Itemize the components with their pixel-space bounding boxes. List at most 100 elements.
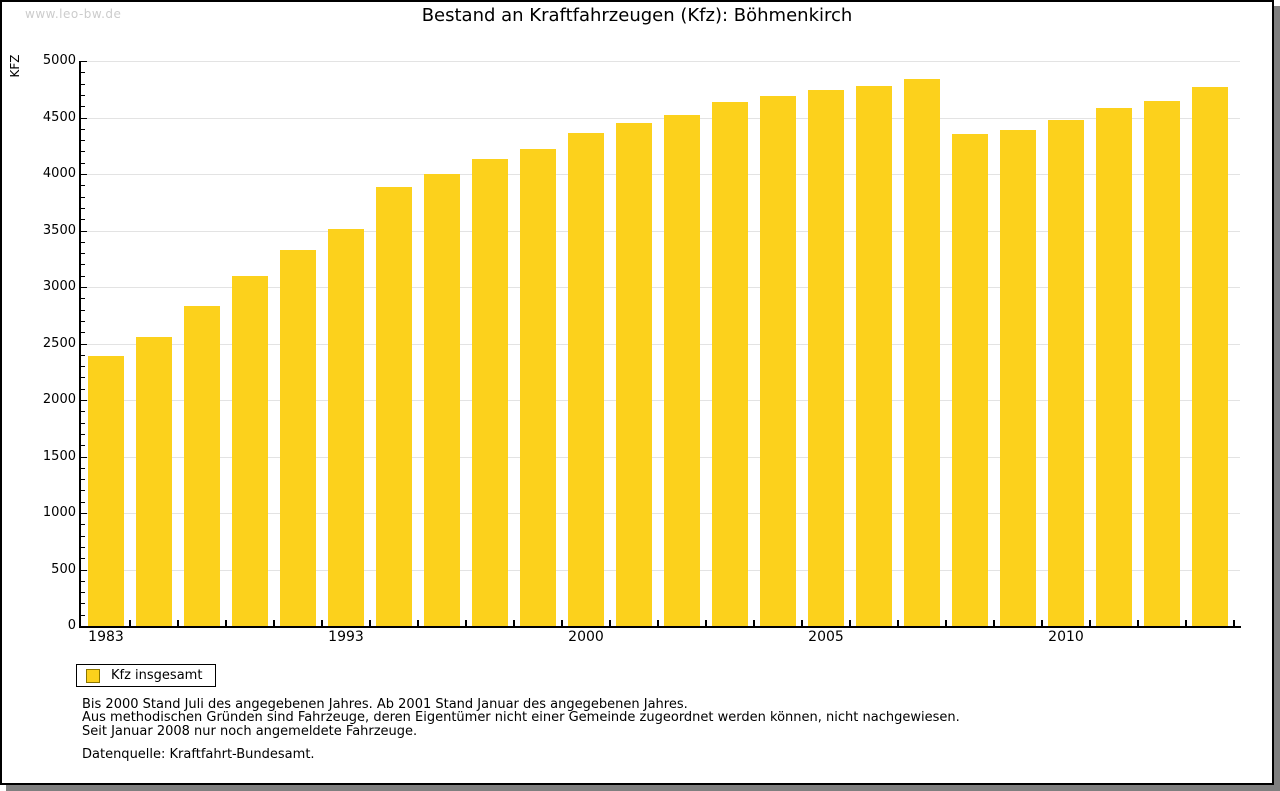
bar-2007 (904, 79, 940, 626)
x-tick (177, 620, 179, 626)
x-tick-label: 2005 (808, 629, 844, 645)
y-minor-tick (81, 524, 85, 525)
gridline (79, 400, 1240, 401)
x-tick (465, 620, 467, 626)
y-tick-label: 1500 (42, 449, 76, 464)
x-tick (657, 620, 659, 626)
y-tick-label: 4000 (42, 166, 76, 181)
x-tick (849, 620, 851, 626)
y-minor-tick (81, 615, 85, 616)
gridline (79, 513, 1240, 514)
y-minor-tick (81, 389, 85, 390)
y-minor-tick (81, 276, 85, 277)
y-minor-tick (81, 321, 85, 322)
y-minor-tick (81, 377, 85, 378)
x-tick-label: 2010 (1048, 629, 1084, 645)
y-tick-label: 2500 (42, 336, 76, 351)
y-minor-tick (81, 468, 85, 469)
y-major-tick (81, 513, 87, 514)
bar-2011 (1096, 108, 1132, 626)
y-major-tick (81, 287, 87, 288)
x-tick (321, 620, 323, 626)
y-minor-tick (81, 129, 85, 130)
y-minor-tick (81, 411, 85, 412)
x-tick (129, 620, 131, 626)
y-minor-tick (81, 140, 85, 141)
bar-1983 (88, 356, 124, 626)
y-axis-line (79, 61, 81, 628)
notes: Bis 2000 Stand Juli des angegebenen Jahr… (82, 698, 960, 739)
x-tick (1233, 620, 1235, 626)
gridline (79, 61, 1240, 62)
y-minor-tick (81, 603, 85, 604)
y-minor-tick (81, 445, 85, 446)
gridline (79, 118, 1240, 119)
y-minor-tick (81, 151, 85, 152)
x-tick (561, 620, 563, 626)
y-minor-tick (81, 84, 85, 85)
bar-1991 (280, 250, 316, 626)
x-tick (897, 620, 899, 626)
y-minor-tick (81, 163, 85, 164)
y-major-tick (81, 400, 87, 401)
y-minor-tick (81, 95, 85, 96)
y-minor-tick (81, 434, 85, 435)
y-minor-tick (81, 536, 85, 537)
bar-2001 (616, 123, 652, 626)
x-tick (993, 620, 995, 626)
y-major-tick (81, 231, 87, 232)
y-major-tick (81, 118, 87, 119)
x-tick (1137, 620, 1139, 626)
bar-1998 (472, 159, 508, 626)
y-minor-tick (81, 264, 85, 265)
y-minor-tick (81, 185, 85, 186)
y-tick-label: 3000 (42, 279, 76, 294)
gridline (79, 174, 1240, 175)
gridline (79, 231, 1240, 232)
bar-2003 (712, 102, 748, 626)
bar-2010 (1048, 120, 1084, 626)
bar-2004 (760, 96, 796, 626)
y-minor-tick (81, 106, 85, 107)
y-tick-label: 4500 (42, 110, 76, 125)
y-major-tick (81, 61, 87, 62)
y-minor-tick (81, 72, 85, 73)
chart-title: Bestand an Kraftfahrzeugen (Kfz): Böhmen… (421, 5, 853, 26)
x-tick (801, 620, 803, 626)
y-minor-tick (81, 310, 85, 311)
y-tick-label: 1000 (42, 505, 76, 520)
y-tick-label: 500 (51, 562, 76, 577)
gridline (79, 344, 1240, 345)
bar-1999 (520, 149, 556, 626)
y-major-tick (81, 626, 87, 627)
x-tick-label: 2000 (568, 629, 604, 645)
y-minor-tick (81, 479, 85, 480)
y-minor-tick (81, 253, 85, 254)
x-tick (273, 620, 275, 626)
y-minor-tick (81, 592, 85, 593)
y-major-tick (81, 174, 87, 175)
x-tick-label: 1983 (88, 629, 124, 645)
y-minor-tick (81, 355, 85, 356)
x-tick (705, 620, 707, 626)
x-tick (225, 620, 227, 626)
bar-2008 (952, 134, 988, 626)
bar-1985 (136, 337, 172, 626)
bar-2009 (1000, 130, 1036, 626)
data-source: Datenquelle: Kraftfahrt-Bundesamt. (82, 747, 315, 762)
y-major-tick (81, 344, 87, 345)
gridline (79, 570, 1240, 571)
bar-1993 (328, 229, 364, 626)
y-major-tick (81, 570, 87, 571)
y-minor-tick (81, 490, 85, 491)
y-minor-tick (81, 366, 85, 367)
legend-label: Kfz insgesamt (111, 668, 203, 683)
y-tick-label: 5000 (42, 53, 76, 68)
bar-1987 (184, 306, 220, 626)
bar-2002 (664, 115, 700, 626)
bar-2012 (1144, 101, 1180, 626)
y-minor-tick (81, 219, 85, 220)
x-tick (513, 620, 515, 626)
note-line: Aus methodischen Gründen sind Fahrzeuge,… (82, 710, 960, 726)
watermark: www.leo-bw.de (25, 7, 122, 21)
